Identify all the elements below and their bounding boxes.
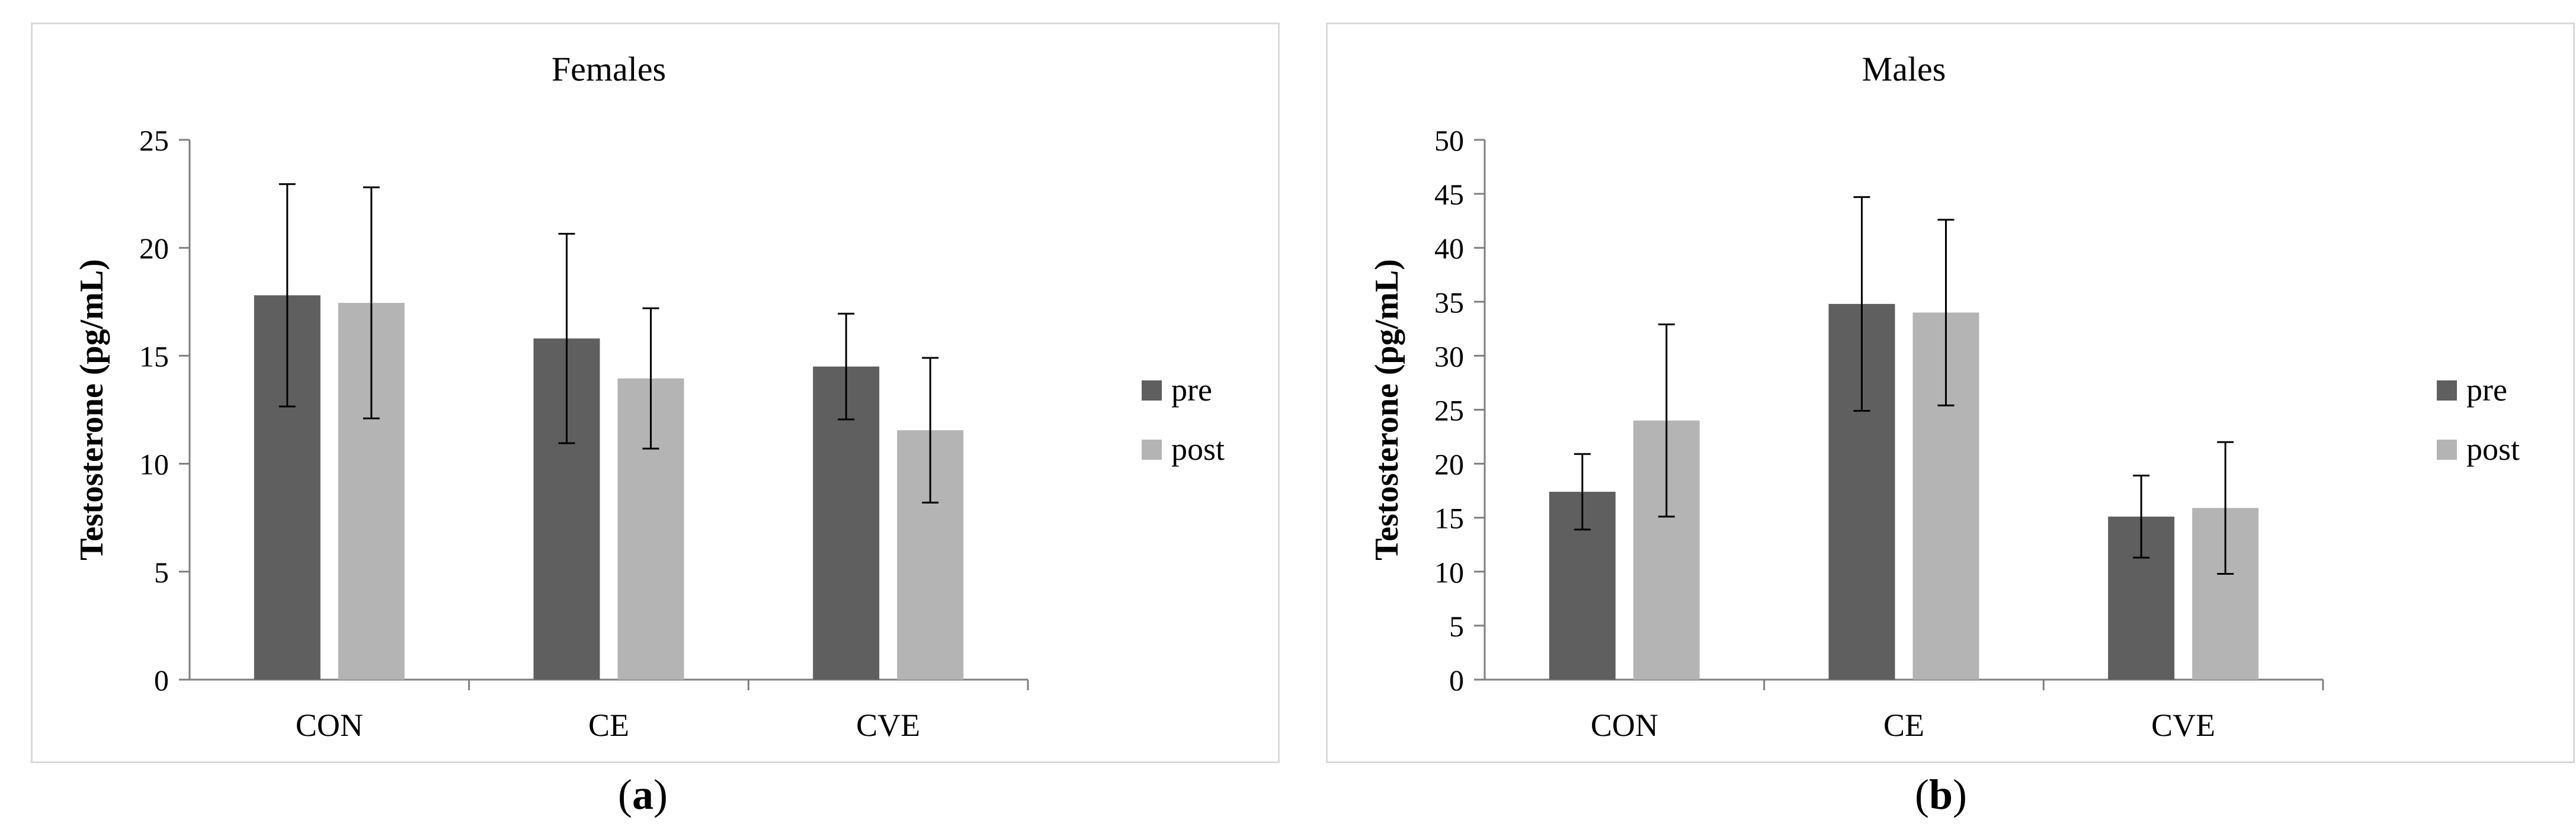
x-tick-label: CON [296, 707, 363, 743]
y-tick-label: 10 [1434, 556, 1464, 589]
y-tick-label: 50 [1434, 124, 1464, 157]
y-axis-title: Testosterone (pg/mL) [1369, 259, 1405, 561]
y-tick-label: 30 [1434, 340, 1464, 373]
legend-label-post: post [2466, 431, 2520, 467]
y-tick-label: 0 [1449, 664, 1464, 697]
legend-swatch-pre [2437, 380, 2457, 401]
x-tick-label: CVE [2151, 707, 2215, 743]
caption-a: (a) [618, 771, 668, 818]
y-tick-label: 20 [139, 232, 169, 265]
chart-svg-males: Males 0 5 10 15 20 25 30 35 40 45 50 Testosterone (p… [1369, 50, 2520, 743]
chart-title: Males [1862, 50, 1946, 88]
chart-svg-females: Females 0 5 10 15 20 25 Testosterone (pg/mL) CON… [73, 50, 1225, 743]
legend-label-pre: pre [2466, 372, 2507, 408]
legend-label-pre: pre [1171, 372, 1212, 408]
y-tick-label: 20 [1434, 448, 1464, 481]
chart-panel-females: Females 0 5 10 15 20 25 Testosterone (pg/mL) CON… [31, 23, 1280, 763]
y-tick-label: 10 [139, 448, 169, 481]
legend-swatch-pre [1142, 380, 1162, 401]
chart-title: Females [552, 50, 666, 88]
y-tick-label: 5 [154, 556, 169, 589]
y-axis-title: Testosterone (pg/mL) [73, 259, 110, 561]
legend-swatch-post [2437, 440, 2457, 460]
y-tick-label: 15 [1434, 502, 1464, 535]
y-tick-label: 25 [139, 124, 169, 157]
x-tick-label: CE [1883, 707, 1924, 743]
y-tick-label: 15 [139, 340, 169, 373]
legend-label-post: post [1171, 431, 1225, 467]
x-tick-label: CON [1591, 707, 1658, 743]
x-tick-label: CE [588, 707, 629, 743]
y-tick-label: 5 [1449, 610, 1464, 643]
chart-panel-males: Males 0 5 10 15 20 25 30 35 40 45 50 Testosterone (p… [1326, 23, 2575, 763]
legend-swatch-post [1142, 440, 1162, 460]
y-tick-label: 45 [1434, 178, 1464, 211]
caption-b: (b) [1914, 771, 1967, 818]
y-tick-label: 0 [154, 664, 169, 697]
x-tick-label: CVE [856, 707, 920, 743]
y-tick-label: 35 [1434, 286, 1464, 319]
y-tick-label: 25 [1434, 394, 1464, 427]
y-tick-label: 40 [1434, 232, 1464, 265]
